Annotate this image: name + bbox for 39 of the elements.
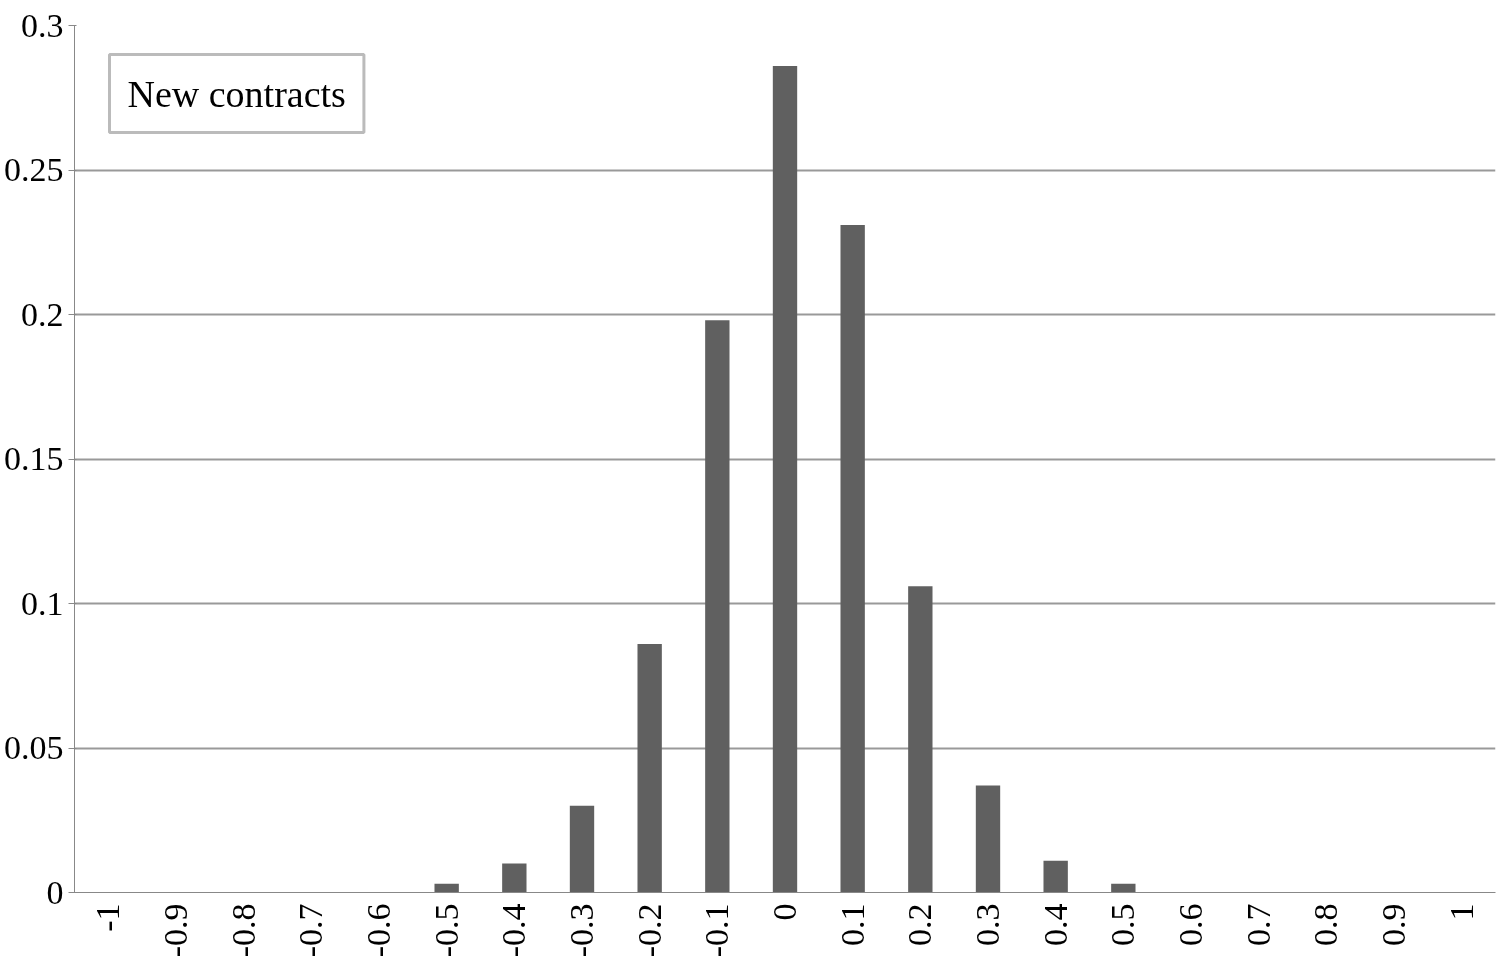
x-tick-label: 0 [766, 903, 803, 921]
bar [840, 224, 865, 893]
y-tick-label: 0.15 [4, 440, 64, 477]
y-tick-label: 0.25 [4, 151, 64, 188]
text: New contracts [127, 72, 346, 115]
bar [569, 805, 595, 893]
x-tick-label: 0.6 [1172, 903, 1209, 946]
bar [637, 643, 662, 893]
x-tick-label: 1 [1442, 903, 1480, 921]
x-tick-label: 0.3 [969, 903, 1006, 946]
bar [975, 785, 1001, 893]
x-tick-label: -0.5 [427, 903, 465, 958]
x-tick-label: -0.1 [698, 903, 736, 958]
bar [908, 586, 933, 893]
x-tick-label: 0.2 [901, 903, 939, 946]
bar [772, 65, 798, 893]
bar [1111, 883, 1136, 893]
x-tick-label: 0.4 [1036, 903, 1074, 946]
bar [1043, 860, 1068, 893]
bar [705, 320, 730, 893]
x-tick-label: 0.5 [1104, 903, 1142, 946]
x-tick-label: -0.2 [630, 903, 668, 958]
y-tick-label: 0.3 [21, 6, 64, 44]
x-tick-label: -0.7 [292, 903, 330, 958]
y-tick-label: 0.2 [21, 295, 64, 333]
bar [502, 863, 527, 893]
x-tick-label: 0.7 [1239, 903, 1277, 946]
x-tick-label: -0.8 [224, 903, 262, 958]
x-tick-label: 0.1 [833, 903, 871, 946]
x-tick-label: -0.6 [360, 903, 397, 958]
x-tick-label: -1 [89, 903, 127, 932]
y-tick-label: 0.1 [21, 584, 64, 622]
bar [434, 883, 459, 893]
y-tick-label: 0.05 [4, 729, 64, 766]
x-tick-label: -0.3 [563, 903, 600, 958]
x-tick-label: -0.9 [157, 903, 194, 958]
x-tick-label: 0.9 [1375, 903, 1412, 946]
x-tick-label: -0.4 [495, 903, 533, 958]
x-tick-label: 0.8 [1307, 903, 1345, 946]
